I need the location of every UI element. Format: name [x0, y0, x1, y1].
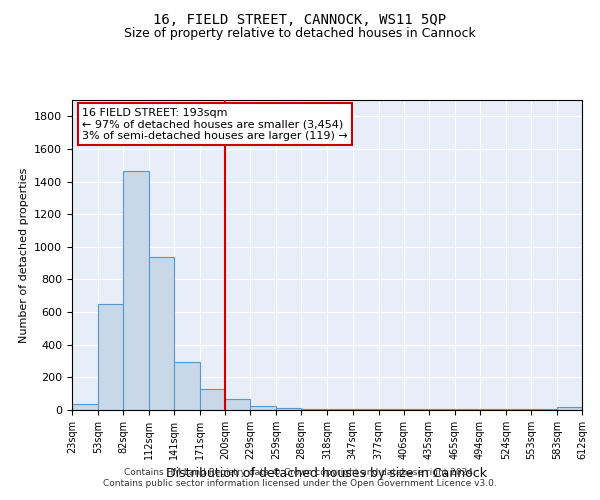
- Bar: [123, 171, 149, 410]
- Bar: [404, 409, 429, 410]
- Text: 16 FIELD STREET: 193sqm
← 97% of detached houses are smaller (3,454)
3% of semi-: 16 FIELD STREET: 193sqm ← 97% of detache…: [82, 108, 348, 141]
- Bar: [328, 409, 353, 410]
- Bar: [98, 304, 123, 410]
- Text: 16, FIELD STREET, CANNOCK, WS11 5QP: 16, FIELD STREET, CANNOCK, WS11 5QP: [154, 12, 446, 26]
- Bar: [72, 404, 98, 410]
- Y-axis label: Number of detached properties: Number of detached properties: [19, 168, 29, 342]
- Bar: [225, 400, 250, 410]
- Bar: [149, 257, 174, 410]
- X-axis label: Distribution of detached houses by size in Cannock: Distribution of detached houses by size …: [167, 468, 487, 480]
- Bar: [353, 409, 379, 410]
- Bar: [301, 409, 328, 410]
- Bar: [480, 409, 506, 410]
- Bar: [531, 409, 557, 410]
- Text: Size of property relative to detached houses in Cannock: Size of property relative to detached ho…: [124, 28, 476, 40]
- Bar: [277, 408, 301, 410]
- Text: Contains HM Land Registry data © Crown copyright and database right 2024.
Contai: Contains HM Land Registry data © Crown c…: [103, 468, 497, 487]
- Bar: [557, 406, 582, 410]
- Bar: [200, 389, 225, 410]
- Bar: [379, 409, 404, 410]
- Bar: [174, 362, 200, 410]
- Bar: [429, 409, 455, 410]
- Bar: [250, 406, 277, 410]
- Bar: [506, 409, 531, 410]
- Bar: [455, 409, 480, 410]
